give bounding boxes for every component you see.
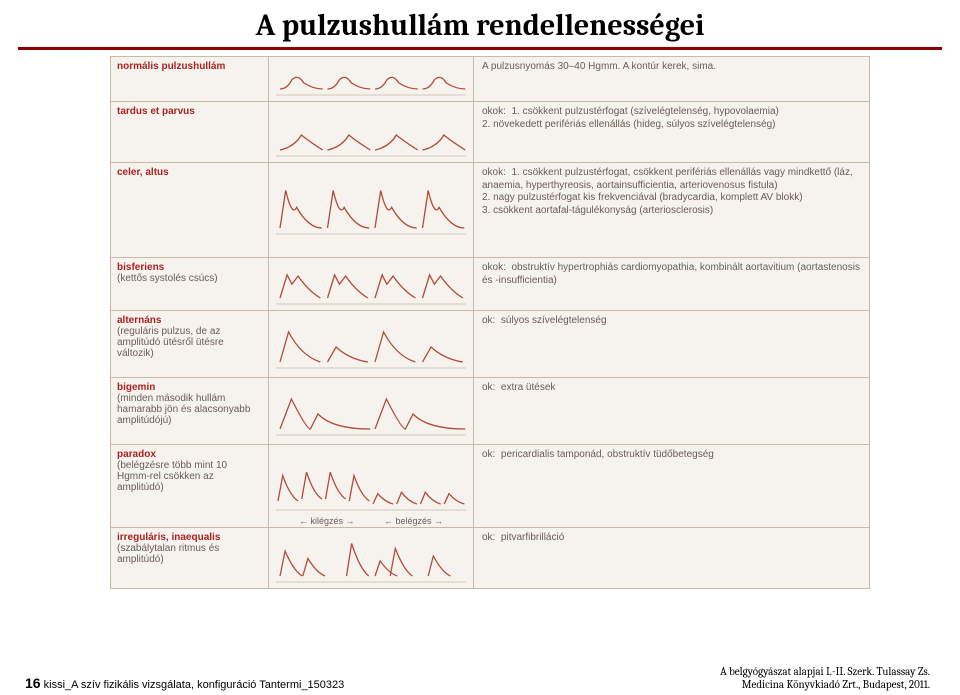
term-desc: (kettős systolés csúcs) xyxy=(117,273,218,284)
pulse-row: irreguláris, inaequalis(szabálytalan rit… xyxy=(111,528,869,588)
cause-text: A pulzusnyomás 30–40 Hgmm. A kontúr kere… xyxy=(482,61,716,72)
row-label: irreguláris, inaequalis(szabálytalan rit… xyxy=(111,528,269,588)
pulse-row: celer, altus okok: 1. csökkent pulzustér… xyxy=(111,163,869,258)
row-label: alternáns(reguláris pulzus, de az amplit… xyxy=(111,311,269,377)
footer: 16 kissi_A szív fizikális vizsgálata, ko… xyxy=(25,675,344,691)
cause-text: pitvarfibrilláció xyxy=(501,532,564,543)
cause-text: extra ütések xyxy=(501,382,555,393)
term-desc: (reguláris pulzus, de az amplitúdó ütésr… xyxy=(117,326,224,359)
cause-head: ok: xyxy=(482,382,495,393)
cause-head: okok: xyxy=(482,106,506,117)
slide-title: A pulzushullám rendellenességei xyxy=(0,0,960,47)
cause-text: 1. csökkent pulzustérfogat (szívelégtele… xyxy=(482,106,779,130)
pulse-row: paradox(belégzésre több mint 10 Hgmm-rel… xyxy=(111,445,869,528)
cause-head: okok: xyxy=(482,262,506,273)
expiration-label: ← kilégzés → xyxy=(299,516,355,526)
inspiration-label: ← belégzés → xyxy=(384,516,443,526)
row-label: bigemin(minden második hullám hamarabb j… xyxy=(111,378,269,444)
footer-text: kissi_A szív fizikális vizsgálata, konfi… xyxy=(44,679,345,691)
row-description: okok: 1. csökkent pulzustérfogat, csökke… xyxy=(474,163,869,257)
row-description: okok: obstruktív hypertrophiás cardiomyo… xyxy=(474,258,869,310)
cause-head: ok: xyxy=(482,315,495,326)
term: paradox xyxy=(117,449,156,460)
cause-text: pericardialis tamponád, obstruktív tüdőb… xyxy=(501,449,714,460)
term-desc: (szabálytalan ritmus és amplitúdó) xyxy=(117,543,219,565)
row-description: ok: pitvarfibrilláció xyxy=(474,528,869,588)
waveform-cell xyxy=(269,57,474,101)
row-label: bisferiens(kettős systolés csúcs) xyxy=(111,258,269,310)
waveform-svg xyxy=(276,260,466,308)
citation: A belgyógyászat alapjai I.-II. Szerk. Tu… xyxy=(720,665,930,691)
row-label: paradox(belégzésre több mint 10 Hgmm-rel… xyxy=(111,445,269,527)
waveform-svg xyxy=(276,383,466,439)
page-number: 16 xyxy=(25,675,41,691)
term-desc: (belégzésre több mint 10 Hgmm-rel csökke… xyxy=(117,460,227,493)
row-description: ok: súlyos szívelégtelenség xyxy=(474,311,869,377)
cause-head: okok: xyxy=(482,167,506,178)
term: alternáns xyxy=(117,315,161,326)
row-label: tardus et parvus xyxy=(111,102,269,162)
waveform-cell xyxy=(269,163,474,257)
pulse-row: normális pulzushullám A pulzusnyomás 30–… xyxy=(111,57,869,102)
citation-line1: A belgyógyászat alapjai I.-II. Szerk. Tu… xyxy=(720,665,930,678)
pulse-row: bigemin(minden második hullám hamarabb j… xyxy=(111,378,869,445)
pulse-row: tardus et parvus okok: 1. csökkent pulzu… xyxy=(111,102,869,163)
pulse-table: normális pulzushullám A pulzusnyomás 30–… xyxy=(110,56,870,589)
term-desc: (minden második hullám hamarabb jön és a… xyxy=(117,393,250,426)
term: tardus et parvus xyxy=(117,106,195,117)
waveform-cell xyxy=(269,378,474,444)
row-description: ok: extra ütések xyxy=(474,378,869,444)
term: celer, altus xyxy=(117,167,169,178)
cause-text: obstruktív hypertrophiás cardiomyopathia… xyxy=(482,262,860,286)
term: bisferiens xyxy=(117,262,164,273)
term: normális pulzushullám xyxy=(117,61,225,72)
row-description: A pulzusnyomás 30–40 Hgmm. A kontúr kere… xyxy=(474,57,869,101)
pulse-row: bisferiens(kettős systolés csúcs) okok: … xyxy=(111,258,869,311)
waveform-svg xyxy=(276,316,466,372)
title-divider xyxy=(18,47,942,50)
waveform-svg xyxy=(276,182,466,238)
waveform-cell xyxy=(269,311,474,377)
citation-line2: Medicina Könyvkiadó Zrt., Budapest, 2011… xyxy=(720,678,930,691)
row-description: ok: pericardialis tamponád, obstruktív t… xyxy=(474,445,869,527)
pulse-row: alternáns(reguláris pulzus, de az amplit… xyxy=(111,311,869,378)
waveform-svg xyxy=(276,530,466,586)
waveform-cell xyxy=(269,528,474,588)
term: irreguláris, inaequalis xyxy=(117,532,220,543)
waveform-svg xyxy=(276,458,466,514)
waveform-svg xyxy=(276,104,466,160)
waveform-cell: ← kilégzés → ← belégzés → xyxy=(269,445,474,527)
cause-text: súlyos szívelégtelenség xyxy=(501,315,607,326)
cause-head: ok: xyxy=(482,532,495,543)
row-description: okok: 1. csökkent pulzustérfogat (szível… xyxy=(474,102,869,162)
row-label: normális pulzushullám xyxy=(111,57,269,101)
term: bigemin xyxy=(117,382,155,393)
cause-text: 1. csökkent pulzustérfogat, csökkent per… xyxy=(482,167,853,216)
cause-head: ok: xyxy=(482,449,495,460)
waveform-svg xyxy=(276,59,466,99)
waveform-cell xyxy=(269,102,474,162)
row-label: celer, altus xyxy=(111,163,269,257)
waveform-cell xyxy=(269,258,474,310)
